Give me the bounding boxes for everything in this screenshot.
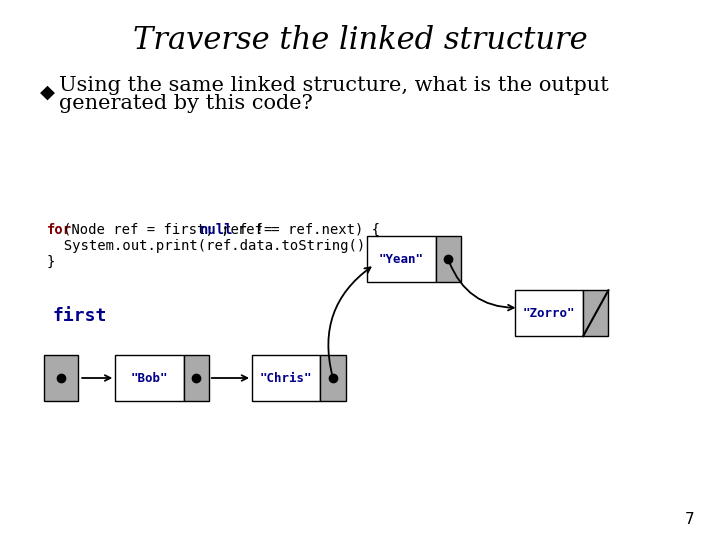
Text: (Node ref = first; ref !=: (Node ref = first; ref != [63, 222, 280, 237]
Text: ; ref = ref.next) {: ; ref = ref.next) { [222, 222, 381, 237]
Text: "Bob": "Bob" [130, 372, 168, 384]
Bar [252, 355, 320, 401]
Bar [184, 355, 209, 401]
Text: }: } [47, 255, 55, 269]
Text: generated by this code?: generated by this code? [59, 94, 312, 113]
Bar [44, 355, 78, 401]
Text: Using the same linked structure, what is the output: Using the same linked structure, what is… [59, 76, 609, 95]
Bar [436, 237, 461, 282]
Text: System.out.print(ref.data.toString());: System.out.print(ref.data.toString()); [47, 239, 382, 253]
Text: first: first [53, 307, 107, 325]
Text: for: for [47, 222, 72, 237]
Text: null: null [200, 222, 234, 237]
Bar [115, 355, 184, 401]
Bar [515, 291, 583, 336]
FancyArrowPatch shape [328, 267, 371, 375]
Bar [320, 355, 346, 401]
Text: "Chris": "Chris" [260, 372, 312, 384]
Text: 7: 7 [685, 511, 695, 526]
Text: "Yean": "Yean" [379, 253, 424, 266]
Text: Traverse the linked structure: Traverse the linked structure [132, 25, 588, 56]
Bar [367, 237, 436, 282]
Text: "Zorro": "Zorro" [523, 307, 575, 320]
Bar [583, 291, 608, 336]
FancyArrowPatch shape [449, 262, 513, 310]
Text: ◆: ◆ [40, 82, 55, 102]
